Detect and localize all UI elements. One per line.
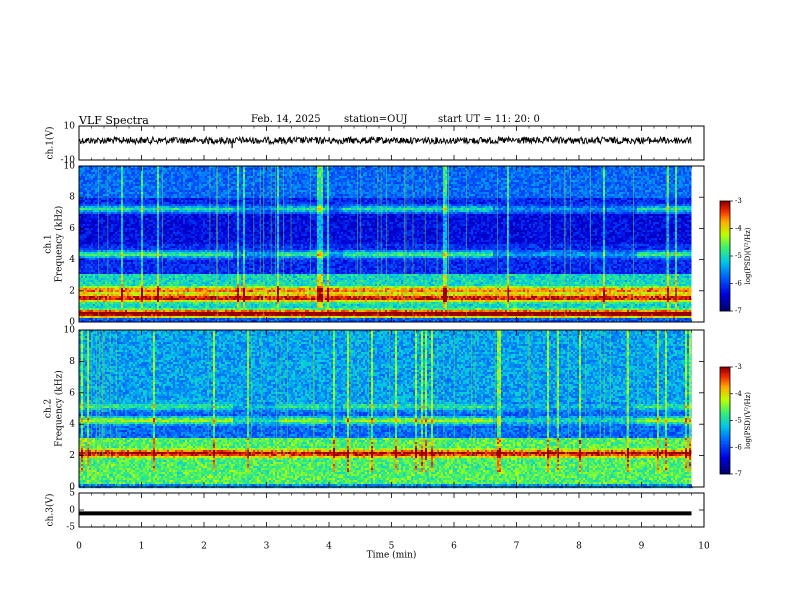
x-tick-label: 1	[139, 542, 145, 552]
colorbar-tick-label: -5	[735, 252, 742, 260]
colorbar-tick-label: -4	[735, 225, 742, 233]
ch2-colorbar	[720, 367, 730, 474]
y-tick-label: 10	[64, 122, 76, 132]
y-tick-label: 10	[64, 326, 76, 336]
x-tick-label: 6	[451, 542, 457, 552]
x-tick-label: 2	[201, 542, 207, 552]
colorbar-tick-label: -3	[735, 363, 742, 371]
x-tick-label: 9	[639, 542, 645, 552]
ch3-frame	[79, 493, 704, 527]
ch2-colorbar-label: log(PSD)(V²/Hz)	[744, 392, 752, 449]
ch1-ylabel: ch.1	[44, 234, 54, 253]
x-tick-label: 7	[514, 542, 520, 552]
y-tick-label: 8	[69, 193, 75, 203]
no-data-region	[692, 166, 705, 322]
colorbar-tick-label: -6	[735, 443, 742, 451]
ch2-freq-label: Frequency (kHz)	[54, 370, 65, 447]
colorbar-tick-label: -4	[735, 390, 742, 398]
ch1-spectrogram	[79, 166, 693, 322]
y-tick-label: 0	[69, 506, 75, 516]
colorbar-tick-label: -7	[735, 470, 742, 478]
colorbar-tick-label: -5	[735, 417, 742, 425]
x-axis-label: Time (min)	[367, 550, 417, 561]
y-tick-label: 5	[69, 489, 75, 499]
ch1-ylabel: ch.1(V)	[45, 127, 56, 160]
y-tick-label: 4	[69, 420, 75, 430]
ch1-colorbar	[720, 201, 730, 311]
x-tick-label: 0	[76, 542, 82, 552]
colorbar-tick-label: -7	[735, 307, 742, 315]
x-tick-label: 10	[698, 542, 710, 552]
ch1-freq-label: Frequency (kHz)	[54, 206, 65, 283]
no-data-region	[692, 330, 705, 487]
colorbar-tick-label: -3	[735, 197, 742, 205]
y-tick-label: 10	[64, 162, 76, 172]
x-tick-label: 3	[264, 542, 270, 552]
y-tick-label: -5	[66, 523, 75, 533]
x-tick-label: 8	[576, 542, 582, 552]
ch1-waveform	[79, 137, 691, 144]
y-tick-label: 6	[69, 388, 75, 398]
y-tick-label: 4	[69, 255, 75, 265]
y-tick-label: 2	[69, 451, 75, 461]
y-tick-label: 8	[69, 357, 75, 367]
ch1-colorbar-label: log(PSD)(V²/Hz)	[744, 227, 752, 284]
ch3-ylabel: ch.3(V)	[45, 494, 56, 527]
x-tick-label: 4	[326, 542, 332, 552]
ch2-spectrogram	[79, 330, 693, 488]
y-tick-label: 6	[69, 224, 75, 234]
y-tick-label: 2	[69, 286, 75, 296]
ch2-ylabel: ch.2	[44, 399, 54, 418]
ch1-waveform-frame	[79, 126, 704, 160]
colorbar-tick-label: -6	[735, 280, 742, 288]
